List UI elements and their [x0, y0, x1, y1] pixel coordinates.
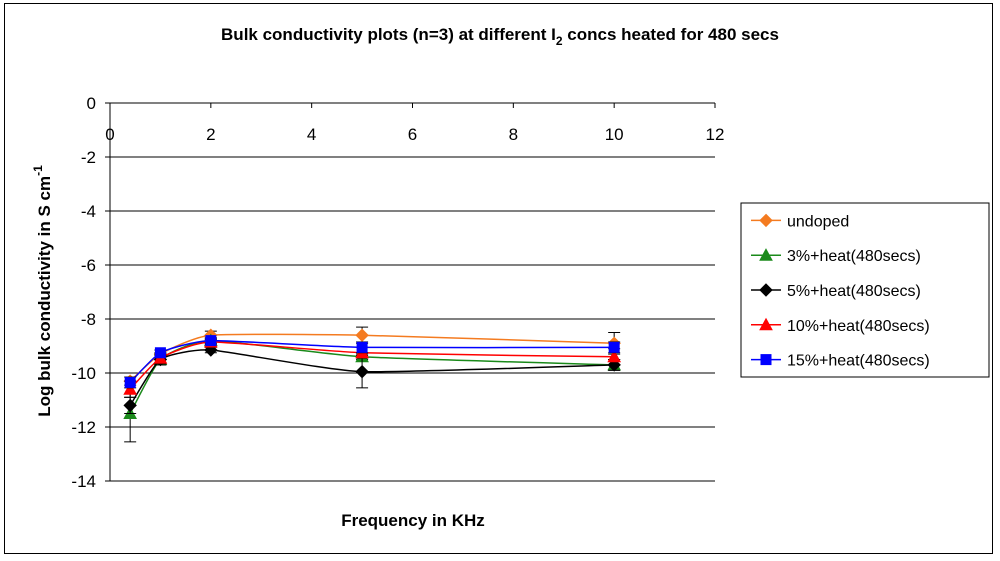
- y-tick-label: -10: [71, 364, 96, 383]
- y-tick-label: 0: [87, 94, 96, 113]
- data-point: [123, 398, 137, 413]
- x-tick-label: 2: [206, 125, 215, 144]
- chart-title: Bulk conductivity plots (n=3) at differe…: [221, 25, 779, 48]
- legend-marker: [759, 317, 773, 331]
- y-tick-label: -2: [81, 148, 96, 167]
- series-line: [129, 349, 615, 406]
- legend-marker: [759, 248, 773, 261]
- axes: [105, 102, 716, 482]
- legend-label: 3%+heat(480secs): [787, 248, 921, 265]
- y-tick-label: -12: [71, 418, 96, 437]
- gridlines: [110, 156, 715, 482]
- legend-box: [740, 202, 990, 378]
- data-point: [608, 341, 620, 353]
- x-tick-labels: 0 2 4 6 8 10 12: [105, 125, 724, 144]
- y-tick-label: -6: [81, 256, 96, 275]
- x-tick-label: 6: [408, 125, 417, 144]
- x-tick-label: 0: [105, 125, 114, 144]
- legend-item: 3%+heat(480secs): [751, 248, 921, 265]
- legend-item: 5%+heat(480secs): [751, 283, 921, 300]
- series-line: [129, 339, 615, 383]
- legend-label: 5%+heat(480secs): [787, 283, 921, 300]
- data-point: [124, 376, 136, 388]
- legend-item: 10%+heat(480secs): [751, 317, 930, 335]
- legend-item: 15%+heat(480secs): [751, 353, 930, 370]
- legend-marker: [760, 354, 772, 366]
- legend-label: undoped: [787, 213, 849, 230]
- data-point: [607, 349, 622, 363]
- legend: undoped 3%+heat(480secs) 5%+heat(480secs) 1…: [740, 202, 990, 378]
- data-point: [355, 328, 369, 342]
- y-axis-label: Log bulk conductivity in S cm-1: [31, 165, 54, 417]
- series-4: [124, 335, 621, 389]
- legend-label: 10%+heat(480secs): [787, 318, 930, 335]
- series-line: [129, 339, 615, 414]
- y-tick-labels: 0 -2 -4 -6 -8 -10 -12 -14: [71, 94, 96, 491]
- series-line: [129, 341, 615, 390]
- data-point: [356, 341, 368, 353]
- legend-label: 15%+heat(480secs): [787, 353, 930, 370]
- data-point: [205, 335, 217, 347]
- data-point: [154, 347, 166, 359]
- legend-item: undoped: [751, 213, 849, 230]
- data-point: [123, 382, 138, 395]
- data-point: [355, 364, 369, 379]
- y-tick-label: -4: [81, 202, 96, 221]
- x-tick-label: 12: [706, 125, 725, 144]
- legend-marker: [759, 283, 773, 297]
- x-axis-label: Frequency in KHz: [341, 511, 485, 530]
- legend-marker: [759, 213, 773, 228]
- series-group: [123, 326, 622, 443]
- y-tick-label: -14: [71, 472, 96, 491]
- series-2: [123, 343, 621, 414]
- x-tick-label: 10: [605, 125, 624, 144]
- y-tick-label: -8: [81, 310, 96, 329]
- x-tick-label: 8: [509, 125, 518, 144]
- x-tick-label: 4: [307, 125, 316, 144]
